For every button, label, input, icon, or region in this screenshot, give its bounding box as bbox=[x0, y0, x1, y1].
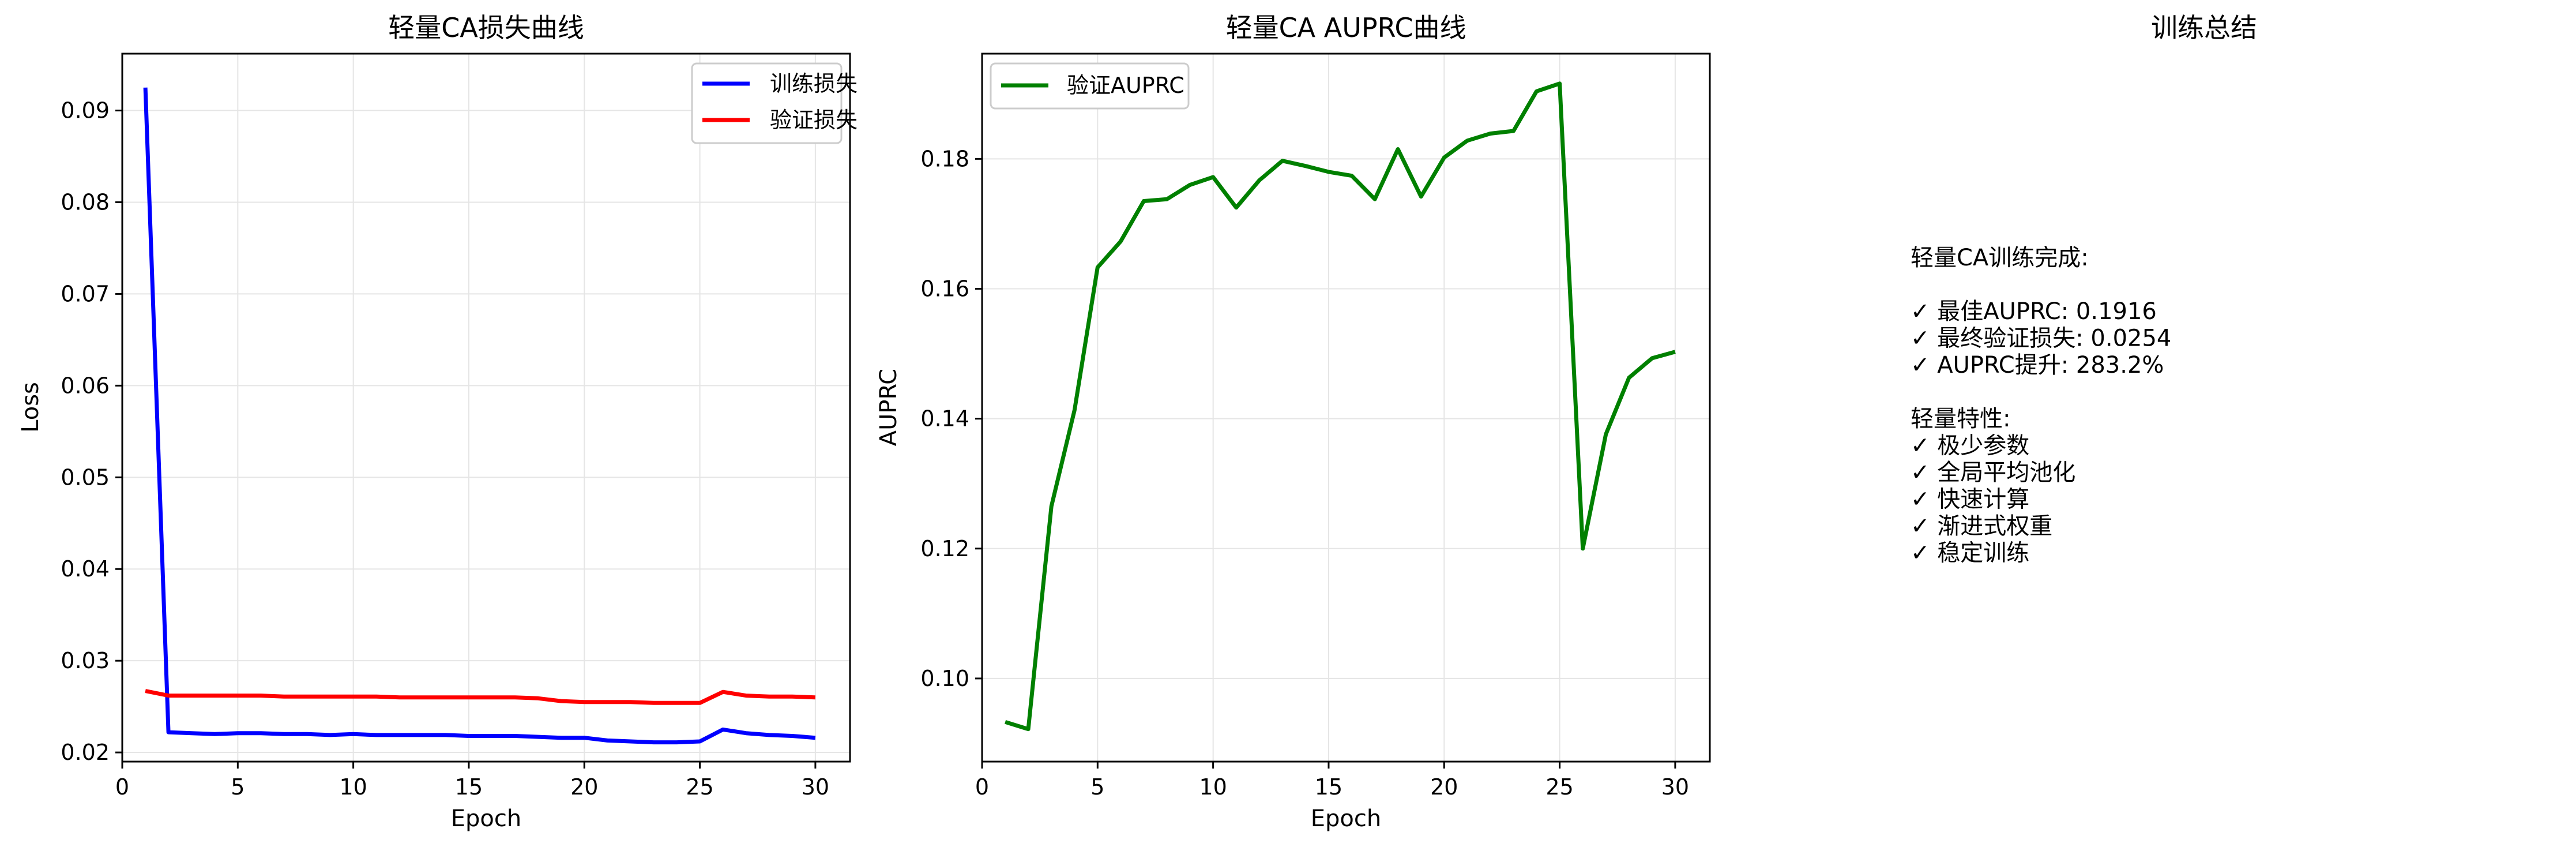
loss-chart-y-tick-label: 0.05 bbox=[61, 464, 110, 490]
loss-chart-x-tick-label: 30 bbox=[802, 774, 829, 800]
legend-label-val-loss: 验证损失 bbox=[770, 107, 858, 133]
loss-chart-x-axis-label: Epoch bbox=[451, 805, 521, 832]
loss-chart-frame bbox=[121, 53, 851, 763]
auprc-chart-y-tick-label: 0.12 bbox=[920, 536, 969, 561]
summary-line: ✓ AUPRC提升: 283.2% bbox=[1911, 352, 2164, 378]
summary-lines: 轻量CA训练完成: ✓ 最佳AUPRC: 0.1916✓ 最终验证损失: 0.02… bbox=[1911, 245, 2171, 567]
loss-chart-y-axis-label: Loss bbox=[17, 382, 44, 433]
loss-chart-x-tick-label: 20 bbox=[570, 774, 598, 800]
loss-chart-y-tick-label: 0.09 bbox=[61, 98, 110, 123]
auprc-chart-series bbox=[1005, 81, 1676, 732]
auprc-chart-y-tick-label: 0.16 bbox=[920, 276, 969, 301]
summary-title: 训练总结 bbox=[2151, 12, 2257, 43]
auprc-chart-y-axis-label: AUPRC bbox=[875, 369, 902, 447]
summary-line: ✓ 最终验证损失: 0.0254 bbox=[1911, 325, 2171, 352]
loss-chart: 轻量CA损失曲线 0 5 10 15 20 25 30 0.020.030.040.050.… bbox=[17, 12, 858, 832]
summary-line: ✓ 渐进式权重 bbox=[1911, 513, 2052, 539]
auprc-chart-series-line-0 bbox=[1005, 81, 1676, 732]
loss-chart-x-tick-label: 10 bbox=[339, 774, 367, 800]
loss-chart-series-line-0 bbox=[143, 87, 816, 745]
summary-line: ✓ 最佳AUPRC: 0.1916 bbox=[1911, 298, 2157, 325]
loss-chart-y-tick-label: 0.06 bbox=[61, 373, 110, 398]
loss-chart-y-tick-label: 0.07 bbox=[61, 281, 110, 306]
loss-chart-y-tick-label: 0.02 bbox=[61, 740, 110, 765]
summary-line: ✓ 快速计算 bbox=[1911, 486, 2029, 513]
auprc-chart-x-tick-label: 15 bbox=[1315, 774, 1342, 800]
auprc-chart-y-tick-label: 0.14 bbox=[920, 406, 969, 432]
legend-label-val-auprc: 验证AUPRC bbox=[1067, 73, 1184, 98]
auprc-chart-frame bbox=[981, 53, 1711, 763]
summary-line: ✓ 全局平均池化 bbox=[1911, 459, 2075, 486]
loss-chart-y-ticks: 0.02 0.03 0.04 0.05 0.06 0.07 0.08 0.09 bbox=[61, 98, 122, 765]
loss-chart-series bbox=[143, 87, 816, 745]
auprc-chart: 轻量CA AUPRC曲线 0 5 10 15 20 25 30 0.100.120.140.… bbox=[875, 12, 1711, 832]
loss-chart-x-tick-label: 15 bbox=[455, 774, 483, 800]
loss-chart-legend: 训练损失 验证损失 bbox=[691, 62, 858, 144]
loss-chart-y-tick-label: 0.03 bbox=[61, 648, 110, 673]
auprc-chart-x-tick-label: 30 bbox=[1661, 774, 1689, 800]
loss-chart-x-tick-label: 25 bbox=[686, 774, 713, 800]
auprc-chart-x-tick-label: 10 bbox=[1199, 774, 1227, 800]
summary-line: 轻量特性: bbox=[1911, 406, 2010, 432]
loss-chart-y-tick-label: 0.04 bbox=[61, 556, 110, 582]
legend-label-train-loss: 训练损失 bbox=[770, 71, 858, 96]
loss-chart-x-tick-label: 5 bbox=[231, 774, 245, 800]
auprc-chart-x-ticks: 0 5 10 15 20 25 30 bbox=[975, 762, 1689, 800]
auprc-chart-x-tick-label: 25 bbox=[1545, 774, 1573, 800]
auprc-chart-x-tick-label: 0 bbox=[975, 774, 989, 800]
summary-line: ✓ 稳定训练 bbox=[1911, 540, 2029, 567]
summary-line: 轻量CA训练完成: bbox=[1911, 245, 2089, 271]
auprc-chart-y-tick-label: 0.10 bbox=[920, 666, 969, 691]
loss-chart-x-tick-label: 0 bbox=[115, 774, 129, 800]
training-summary-panel: 训练总结 轻量CA训练完成: ✓ 最佳AUPRC: 0.1916✓ 最终验证损失:… bbox=[1911, 12, 2257, 567]
auprc-chart-legend: 验证AUPRC bbox=[990, 62, 1190, 110]
auprc-chart-x-axis-label: Epoch bbox=[1311, 805, 1381, 832]
auprc-chart-y-tick-label: 0.18 bbox=[920, 146, 969, 171]
auprc-chart-title: 轻量CA AUPRC曲线 bbox=[1226, 12, 1466, 43]
loss-chart-y-tick-label: 0.08 bbox=[61, 189, 110, 215]
auprc-chart-x-tick-label: 5 bbox=[1090, 774, 1104, 800]
loss-chart-x-ticks: 0 5 10 15 20 25 30 bbox=[115, 762, 829, 800]
auprc-chart-y-ticks: 0.10 0.12 0.14 0.16 0.18 bbox=[920, 146, 982, 691]
loss-chart-title: 轻量CA损失曲线 bbox=[388, 12, 584, 43]
auprc-chart-legend-box bbox=[990, 62, 1190, 110]
auprc-chart-x-tick-label: 20 bbox=[1430, 774, 1458, 800]
loss-chart-series-line-1 bbox=[145, 689, 816, 705]
summary-line: ✓ 极少参数 bbox=[1911, 433, 2029, 459]
loss-chart-grid bbox=[122, 54, 850, 762]
